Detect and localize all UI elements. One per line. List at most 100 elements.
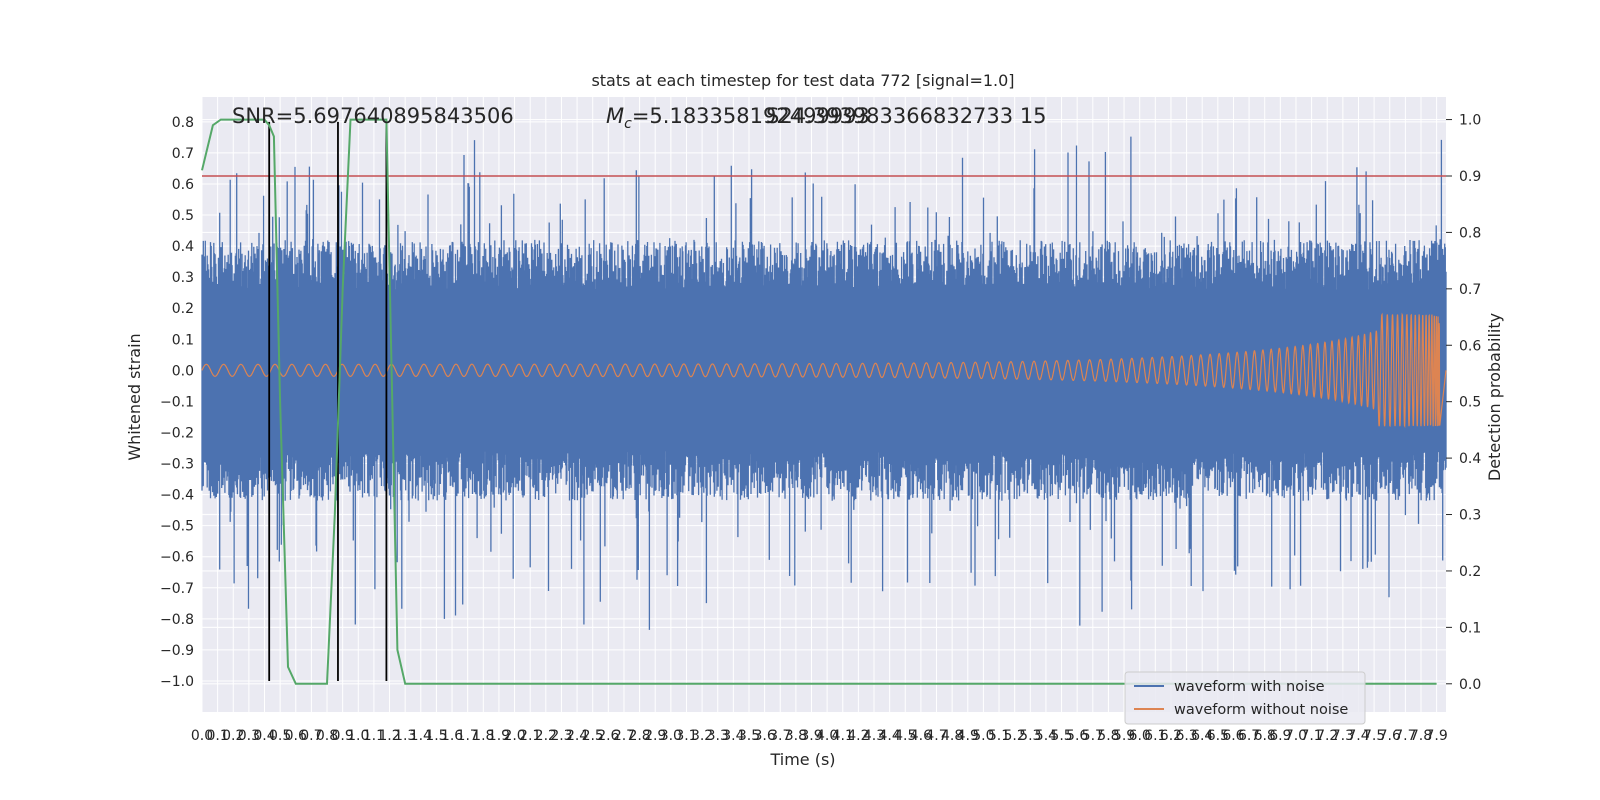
x-tick-label: 4.4 (879, 728, 901, 744)
y-tick-label: 0.7 (172, 146, 194, 162)
x-tick-label: 7.8 (1410, 728, 1432, 744)
legend: waveform with noise waveform without noi… (1124, 671, 1366, 725)
x-tick-label: 4.8 (941, 728, 963, 744)
x-tick-label: 2.1 (519, 728, 541, 744)
x-tick-label: 2.4 (566, 728, 588, 744)
x-tick-label: 4.6 (910, 728, 932, 744)
y-tick-label: −1.0 (160, 674, 194, 690)
x-tick-label: 5.5 (1050, 728, 1072, 744)
x-tick-label: 3.0 (660, 728, 682, 744)
x-tick-label: 4.9 (957, 728, 979, 744)
series-waveform-without-noise (201, 312, 1447, 429)
x-tick-label: 3.8 (785, 728, 807, 744)
y-tick-label: 0.1 (172, 332, 194, 348)
x-tick-label: 4.7 (925, 728, 947, 744)
x-tick-label: 1.3 (394, 728, 416, 744)
x-tick-label: 6.5 (1207, 728, 1229, 744)
x-tick-label: 2.3 (550, 728, 572, 744)
annotation-mc-value: =5.183358192499993 (632, 104, 870, 128)
y-tick-label: 0.0 (172, 363, 194, 379)
x-tick-label: 7.6 (1379, 728, 1401, 744)
x-tick-label: 7.3 (1332, 728, 1354, 744)
x-tick-label: 0.3 (238, 728, 260, 744)
x-tick-label: 1.8 (472, 728, 494, 744)
y-tick-label: −0.4 (160, 488, 194, 504)
y-tick-label: −0.9 (160, 643, 194, 659)
x-tick-label: 0.8 (316, 728, 338, 744)
x-tick-label: 5.6 (1066, 728, 1088, 744)
x-tick-label: 3.3 (707, 728, 729, 744)
x-tick-label: 2.8 (628, 728, 650, 744)
y2-tick-label: 0.1 (1459, 620, 1481, 636)
y-tick-label: −0.2 (160, 425, 194, 441)
x-tick-label: 7.4 (1347, 728, 1369, 744)
y2-tick-label: 0.0 (1459, 677, 1481, 693)
x-tick-label: 7.0 (1285, 728, 1307, 744)
x-tick-label: 0.0 (191, 728, 213, 744)
x-tick-label: 1.7 (457, 728, 479, 744)
x-tick-label: 5.3 (1019, 728, 1041, 744)
series-detection-probability (201, 118, 1437, 685)
x-tick-label: 2.9 (644, 728, 666, 744)
y2-tick-label: 1.0 (1459, 113, 1481, 129)
y2-tick-label: 0.4 (1459, 451, 1481, 467)
x-tick-label: 1.2 (378, 728, 400, 744)
x-tick-label: 6.3 (1175, 728, 1197, 744)
annotation-mc-symbol: M (606, 104, 624, 128)
x-tick-label: 6.7 (1238, 728, 1260, 744)
x-tick-label: 1.1 (363, 728, 385, 744)
legend-label-noise: waveform with noise (1174, 679, 1325, 695)
x-tick-label: 7.9 (1425, 728, 1447, 744)
y2-tick-label: 0.3 (1459, 508, 1481, 524)
y2-tick-label: 0.9 (1459, 169, 1481, 185)
annotation-overlap: S24.393983366832733 15 (766, 104, 1047, 128)
x-tick-label: 7.7 (1394, 728, 1416, 744)
x-tick-label: 3.9 (800, 728, 822, 744)
x-tick-label: 3.5 (738, 728, 760, 744)
y-axis-ticks: 0.8 0.7 0.6 0.5 0.4 0.3 0.2 0.1 0.0 −0.1 −0.2 −0.3 −… (160, 115, 194, 690)
x-tick-label: 5.9 (1113, 728, 1135, 744)
x-tick-label: 2.0 (503, 728, 525, 744)
x-tick-label: 6.0 (1129, 728, 1151, 744)
y-tick-label: −0.5 (160, 519, 194, 535)
y2-axis-label: Detection probability (1485, 313, 1504, 481)
y-tick-label: −0.6 (160, 550, 194, 566)
y-tick-label: 0.5 (172, 208, 194, 224)
x-tick-label: 4.5 (894, 728, 916, 744)
x-tick-label: 7.5 (1363, 728, 1385, 744)
y2-tick-label: 0.5 (1459, 395, 1481, 411)
x-tick-label: 5.8 (1097, 728, 1119, 744)
x-tick-label: 0.2 (222, 728, 244, 744)
x-tick-label: 0.7 (300, 728, 322, 744)
x-tick-label: 7.1 (1300, 728, 1322, 744)
y-tick-label: 0.2 (172, 301, 194, 317)
x-tick-label: 5.4 (1035, 728, 1057, 744)
x-tick-label: 6.2 (1160, 728, 1182, 744)
x-tick-label: 5.7 (1082, 728, 1104, 744)
x-tick-label: 2.6 (597, 728, 619, 744)
y2-tick-label: 0.7 (1459, 282, 1481, 298)
x-tick-label: 6.4 (1191, 728, 1213, 744)
y2-axis-ticks: 1.0 0.9 0.8 0.7 0.6 0.5 0.4 0.3 0.2 0.1 0.0 (1446, 113, 1481, 693)
x-tick-label: 1.9 (488, 728, 510, 744)
x-tick-label: 6.6 (1222, 728, 1244, 744)
x-tick-label: 3.7 (769, 728, 791, 744)
x-tick-label: 0.4 (253, 728, 275, 744)
chirp-line (201, 312, 1447, 429)
x-tick-label: 3.2 (691, 728, 713, 744)
x-axis-ticks: 0.00.10.20.30.40.50.60.70.80.91.01.11.21… (191, 728, 1448, 744)
legend-label-clean: waveform without noise (1174, 702, 1348, 718)
y2-tick-label: 0.2 (1459, 564, 1481, 580)
x-tick-label: 5.0 (972, 728, 994, 744)
annotation-snr: SNR=5.697640895843506 (232, 104, 514, 128)
annotation-mc: Mc=5.183358192499993 (606, 104, 870, 132)
x-tick-label: 2.7 (613, 728, 635, 744)
x-tick-label: 3.4 (722, 728, 744, 744)
y-tick-label: 0.3 (172, 270, 194, 286)
chart-title: stats at each timestep for test data 772… (591, 71, 1014, 90)
x-tick-label: 6.9 (1269, 728, 1291, 744)
y-tick-label: −0.3 (160, 457, 194, 473)
x-tick-label: 0.1 (206, 728, 228, 744)
y2-tick-label: 0.8 (1459, 225, 1481, 241)
